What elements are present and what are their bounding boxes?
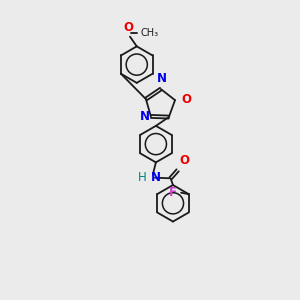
Text: N: N [157, 72, 167, 85]
Text: F: F [169, 186, 177, 199]
Text: N: N [151, 171, 161, 184]
Text: CH₃: CH₃ [141, 28, 159, 38]
Text: N: N [140, 110, 149, 123]
Text: O: O [182, 93, 191, 106]
Text: O: O [123, 21, 133, 34]
Text: H: H [138, 171, 147, 184]
Text: O: O [179, 154, 189, 167]
